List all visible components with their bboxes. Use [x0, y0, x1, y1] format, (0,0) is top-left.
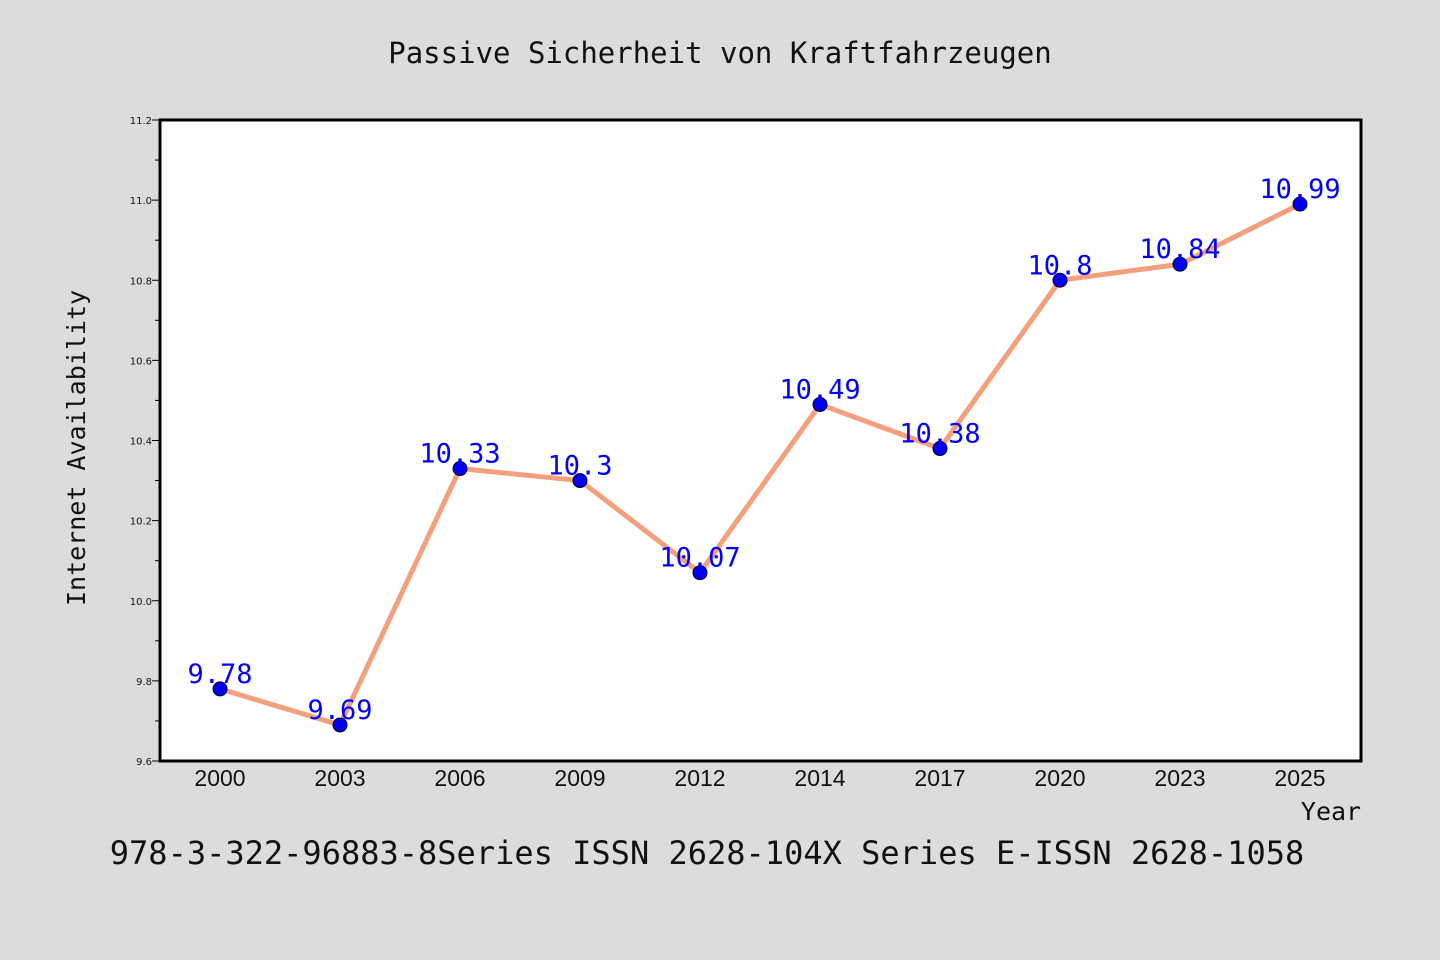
data-label: 9.69 [307, 695, 372, 726]
data-label: 10.49 [779, 374, 860, 405]
data-label: 10.84 [1139, 234, 1220, 265]
x-axis-tick-labels: 2000 2003 2006 2009 2012 2014 2017 2020 2023 2025 [194, 765, 1325, 791]
x-tick-label: 2014 [794, 765, 845, 791]
data-point [452, 461, 468, 477]
series-line [217, 201, 1303, 728]
plot-frame [158, 118, 1363, 763]
data-point [812, 396, 828, 412]
x-tick-label: 2023 [1154, 765, 1205, 791]
y-axis-title: Internet Availability [62, 290, 91, 606]
y-tick-label: 11.2 [130, 116, 152, 127]
data-label: 10.8 [1027, 250, 1092, 281]
y-tick-label: 10.4 [130, 437, 152, 448]
x-tick-label: 2000 [194, 765, 245, 791]
y-tick-label: 10.6 [130, 356, 152, 367]
plot-area [160, 120, 1361, 761]
y-tick-label: 9.6 [136, 757, 152, 768]
chart-title: Passive Sicherheit von Kraftfahrzeugen [388, 36, 1051, 70]
y-tick-label: 10.0 [130, 597, 152, 608]
data-point [572, 473, 588, 489]
data-labels: 9.78 9.69 10.33 10.3 10.07 10.49 10.38 10.8 10.8… [187, 174, 1340, 726]
footer-isbn-issn: 978-3-322-96883-8Series ISSN 2628-104X S… [110, 834, 1304, 872]
x-tick-label: 2006 [434, 765, 485, 791]
data-point [212, 681, 228, 697]
data-label: 9.78 [187, 659, 252, 690]
series-markers [212, 196, 1308, 733]
data-point [932, 441, 948, 457]
data-label: 10.07 [659, 543, 740, 574]
data-point [1292, 196, 1308, 212]
data-label: 10.33 [419, 439, 500, 470]
x-tick-label: 2009 [554, 765, 605, 791]
x-axis-title: Year [1301, 797, 1361, 826]
data-label: 10.99 [1259, 174, 1340, 205]
x-tick-label: 2020 [1034, 765, 1085, 791]
x-tick-label: 2025 [1274, 765, 1325, 791]
data-label: 10.38 [899, 419, 980, 450]
x-tick-label: 2017 [914, 765, 965, 791]
data-point [332, 717, 348, 733]
data-point [1052, 272, 1068, 288]
data-label: 10.3 [547, 451, 612, 482]
y-tick-label: 11.0 [130, 196, 152, 207]
y-tick-label: 9.8 [136, 677, 152, 688]
x-tick-label: 2012 [674, 765, 725, 791]
y-tick-label: 10.8 [130, 276, 152, 287]
data-point [692, 565, 708, 581]
x-tick-label: 2003 [314, 765, 365, 791]
data-point [1172, 256, 1188, 272]
y-axis-ticks: 9.6 9.8 10.0 10.2 10.4 10.6 10.8 11.0 11.2 [130, 116, 160, 768]
series-line-layer [217, 201, 1303, 728]
y-tick-label: 10.2 [130, 517, 152, 528]
